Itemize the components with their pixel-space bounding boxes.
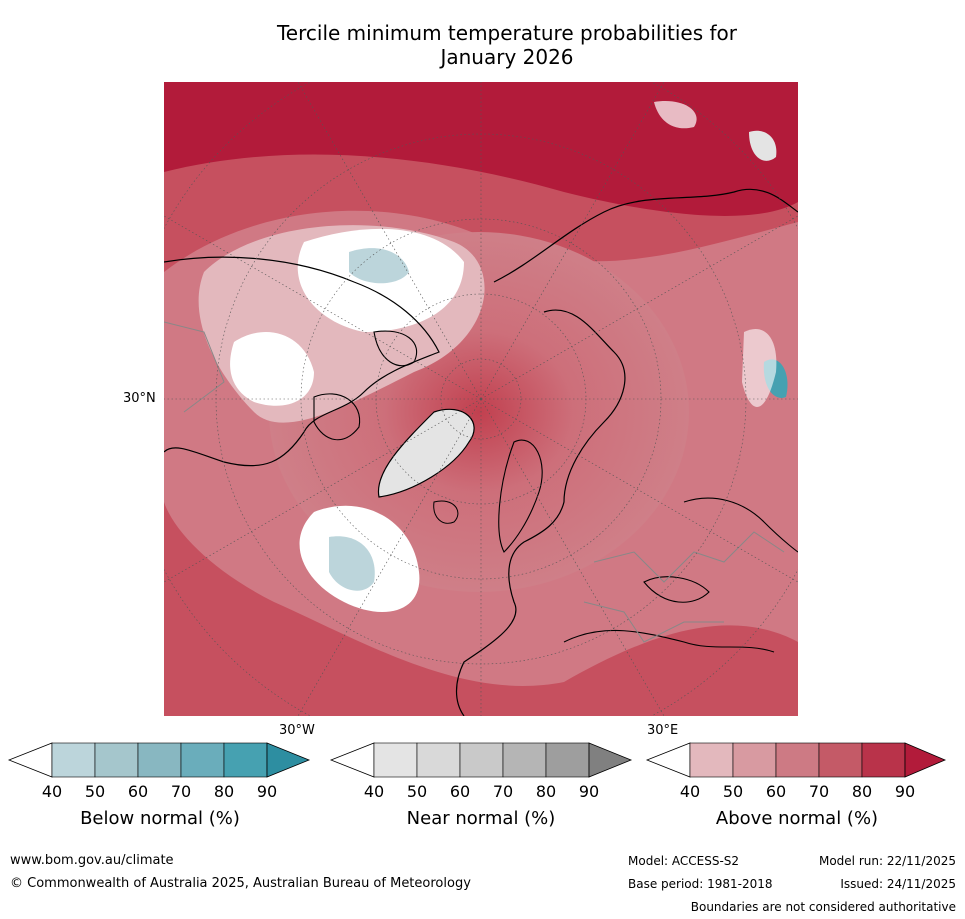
tick-below-90: 90 — [256, 782, 278, 801]
baffin-island-coastline — [313, 393, 361, 441]
tick-above-80: 80 — [851, 782, 873, 801]
graticule — [164, 82, 798, 716]
longitude-label-east: 30°E — [647, 723, 679, 738]
tick-near-40: 40 — [363, 782, 385, 801]
near-normal-region-pacific — [749, 130, 777, 161]
country-borders-south — [583, 601, 724, 643]
tick-near-70: 70 — [492, 782, 514, 801]
tick-above-60: 60 — [765, 782, 787, 801]
legend-title-above-normal: Above normal (%) — [715, 808, 879, 829]
latitude-label: 30°N — [123, 391, 156, 406]
colorbar-above-normal — [645, 742, 947, 778]
tick-near-50: 50 — [406, 782, 428, 801]
colorbar-below-normal — [7, 742, 311, 778]
mediterranean-coastline — [563, 629, 775, 653]
model-text: Model: ACCESS-S2 — [628, 854, 740, 868]
tick-near-80: 80 — [535, 782, 557, 801]
siberia-coastline — [493, 188, 798, 283]
country-borders-west — [164, 321, 225, 413]
base-period-text: Base period: 1981-2018 — [628, 877, 773, 891]
arctic-islands-coastline — [373, 330, 417, 367]
title-line-2: January 2026 — [440, 45, 574, 69]
neutral-region-north-america — [230, 332, 314, 406]
tick-below-60: 60 — [127, 782, 149, 801]
title-line-1: Tercile minimum temperature probabilitie… — [276, 21, 738, 45]
tick-above-50: 50 — [722, 782, 744, 801]
probability-field — [164, 82, 798, 716]
tick-below-50: 50 — [84, 782, 106, 801]
longitude-label-west: 30°W — [279, 723, 315, 738]
below-normal-region-atlantic — [329, 536, 375, 591]
iceland-coastline — [433, 500, 459, 524]
forecast-map[interactable] — [164, 82, 798, 716]
asia-coastline — [683, 497, 798, 553]
tick-above-40: 40 — [679, 782, 701, 801]
country-borders — [593, 531, 785, 583]
below-normal-region-canada — [349, 248, 409, 284]
model-run-text: Model run: 22/11/2025 — [818, 854, 956, 868]
north-america-coastline — [164, 256, 440, 467]
issued-text: Issued: 24/11/2025 — [840, 877, 956, 891]
tick-below-40: 40 — [41, 782, 63, 801]
legend-near-normal — [329, 742, 633, 778]
tick-near-90: 90 — [578, 782, 600, 801]
legend-below-normal — [7, 742, 311, 778]
legend-title-near-normal: Near normal (%) — [406, 808, 556, 829]
tick-below-80: 80 — [213, 782, 235, 801]
tick-above-70: 70 — [808, 782, 830, 801]
disclaimer-text: Boundaries are not considered authoritat… — [690, 900, 956, 914]
colorbar-near-normal — [329, 742, 633, 778]
map-title: Tercile minimum temperature probabilitie… — [0, 21, 965, 69]
black-sea-coastline — [643, 576, 710, 603]
europe-coastline — [455, 309, 626, 716]
tick-near-60: 60 — [449, 782, 471, 801]
legend-title-below-normal: Below normal (%) — [80, 808, 240, 829]
copyright-text: © Commonwealth of Australia 2025, Austra… — [10, 876, 471, 891]
greenland-coastline — [377, 408, 475, 498]
tick-above-90: 90 — [894, 782, 916, 801]
website-link[interactable]: www.bom.gov.au/climate — [10, 853, 174, 868]
tick-below-70: 70 — [170, 782, 192, 801]
legend-above-normal — [645, 742, 947, 778]
neutral-region-asia — [742, 328, 777, 407]
neutral-region-north-pacific — [654, 101, 697, 129]
scandinavia-coastline — [498, 439, 543, 553]
